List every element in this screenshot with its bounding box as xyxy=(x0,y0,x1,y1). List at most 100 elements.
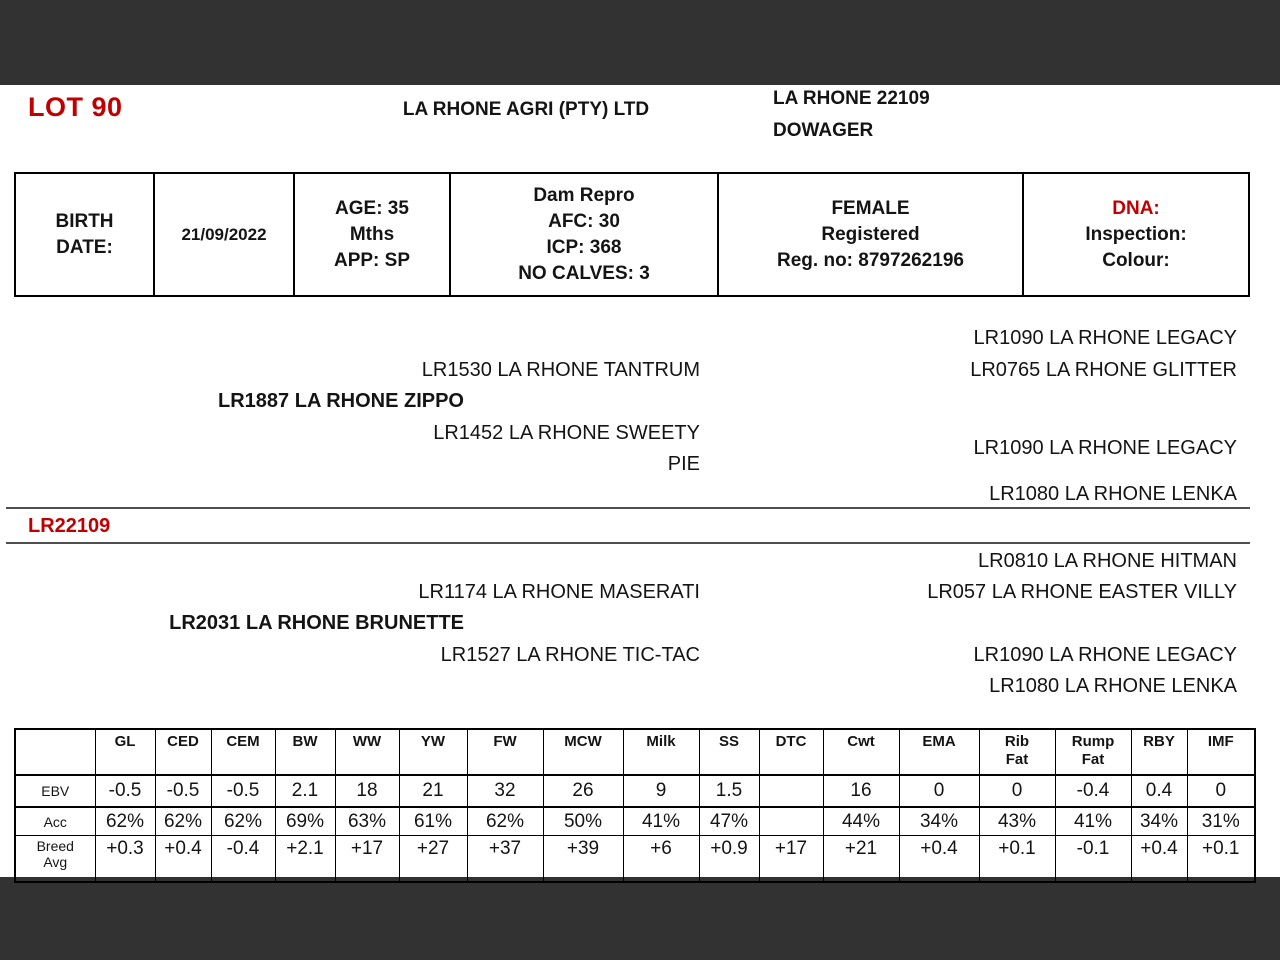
ebv-cell xyxy=(758,774,824,808)
age-line2: Mths xyxy=(349,223,395,245)
breed-avg-cell: +21 xyxy=(822,835,900,883)
pedigree-dam-sire: LR1174 LA RHONE MASERATI xyxy=(418,581,700,603)
ebv-values-row: EBV -0.5 -0.5 -0.5 2.1 18 21 32 26 9 1.5… xyxy=(14,774,1256,808)
breed-avg-cell: +37 xyxy=(466,835,544,883)
col-header-bw: BW xyxy=(274,728,336,776)
breed-avg-cell: +6 xyxy=(622,835,700,883)
ebv-cell: -0.5 xyxy=(154,774,212,808)
acc-cell: 62% xyxy=(466,806,544,836)
pedigree-dam-sire-dam: LR057 LA RHONE EASTER VILLY xyxy=(927,581,1237,603)
breed-avg-cell: -0.1 xyxy=(1054,835,1132,883)
ebv-cell: 18 xyxy=(334,774,400,808)
pedigree-sire: LR1887 LA RHONE ZIPPO xyxy=(218,390,464,412)
col-header-ema: EMA xyxy=(898,728,980,776)
breed-avg-cell: +0.4 xyxy=(154,835,212,883)
breed-avg-cell: +0.1 xyxy=(1186,835,1256,883)
breed-avg-cell: +0.4 xyxy=(1130,835,1188,883)
dam-repro-icp: ICP: 368 xyxy=(546,236,622,258)
top-letterbox-bar xyxy=(0,0,1280,85)
ebv-cell: 0 xyxy=(1186,774,1256,808)
ebv-cell: 16 xyxy=(822,774,900,808)
col-header-gl: GL xyxy=(94,728,156,776)
ebv-cell: 0 xyxy=(978,774,1056,808)
acc-cell: 69% xyxy=(274,806,336,836)
col-header-cwt: Cwt xyxy=(822,728,900,776)
acc-cell: 41% xyxy=(622,806,700,836)
colour-label: Colour: xyxy=(1102,249,1170,271)
pedigree-sire-dam-dam: LR1080 LA RHONE LENKA xyxy=(989,483,1237,505)
pedigree-dam-dam-sire: LR1090 LA RHONE LEGACY xyxy=(973,644,1237,666)
acc-cell: 34% xyxy=(898,806,980,836)
acc-cell: 62% xyxy=(210,806,276,836)
pedigree-dam-sire-sire: LR0810 LA RHONE HITMAN xyxy=(978,550,1237,572)
acc-cell xyxy=(758,806,824,836)
pedigree-sire-dam-line2: PIE xyxy=(667,453,700,475)
col-header-yw: YW xyxy=(398,728,468,776)
pedigree-dam-dam-dam: LR1080 LA RHONE LENKA xyxy=(989,675,1237,697)
info-table: BIRTH DATE: 21/09/2022 AGE: 35 Mths APP:… xyxy=(14,172,1250,297)
breed-avg-cell: +17 xyxy=(334,835,400,883)
col-header-ww: WW xyxy=(334,728,400,776)
col-header-rump-fat: Rump Fat xyxy=(1054,728,1132,776)
lot-number: LOT 90 xyxy=(28,92,123,122)
farm-name: LA RHONE AGRI (PTY) LTD xyxy=(402,99,650,120)
row-label-acc: Acc xyxy=(14,806,96,836)
dam-repro-calves: NO CALVES: 3 xyxy=(518,262,650,284)
breed-avg-cell: +0.3 xyxy=(94,835,156,883)
ebv-cell: -0.5 xyxy=(94,774,156,808)
inspection-label: Inspection: xyxy=(1085,223,1187,245)
pedigree-sire-sire: LR1530 LA RHONE TANTRUM xyxy=(421,359,700,381)
row-label-ebv: EBV xyxy=(14,774,96,808)
registration-cell: FEMALE Registered Reg. no: 8797262196 xyxy=(717,172,1024,297)
sex-value: FEMALE xyxy=(831,197,910,219)
ebv-table: GL CED CEM BW WW YW FW MCW Milk SS DTC C… xyxy=(14,728,1256,883)
acc-cell: 44% xyxy=(822,806,900,836)
subject-id: LR22109 xyxy=(28,515,111,537)
ebv-cell: 9 xyxy=(622,774,700,808)
row-label-breed-avg: Breed Avg xyxy=(14,835,96,883)
col-header-milk: Milk xyxy=(622,728,700,776)
ebv-cell: -0.5 xyxy=(210,774,276,808)
ebv-cell: 0.4 xyxy=(1130,774,1188,808)
age-cell: AGE: 35 Mths APP: SP xyxy=(293,172,451,297)
pedigree-sire-dam: LR1452 LA RHONE SWEETY PIE xyxy=(298,418,700,480)
bottom-letterbox-bar xyxy=(0,877,1280,960)
col-header-fw: FW xyxy=(466,728,544,776)
col-header-cem: CEM xyxy=(210,728,276,776)
breed-avg-cell: +2.1 xyxy=(274,835,336,883)
ebv-cell: 21 xyxy=(398,774,468,808)
pedigree-divider-top xyxy=(6,507,1250,509)
breed-avg-cell: +27 xyxy=(398,835,468,883)
dam-repro-title: Dam Repro xyxy=(533,184,635,206)
col-header-imf: IMF xyxy=(1186,728,1256,776)
pedigree-divider-bottom xyxy=(6,542,1250,544)
acc-cell: 34% xyxy=(1130,806,1188,836)
col-header-mcw: MCW xyxy=(542,728,624,776)
pedigree-sire-sire-sire: LR1090 LA RHONE LEGACY xyxy=(973,327,1237,349)
animal-title: LA RHONE 22109 DOWAGER xyxy=(773,83,930,147)
col-header-ss: SS xyxy=(698,728,760,776)
col-header-dtc: DTC xyxy=(758,728,824,776)
birth-date-label-cell: BIRTH DATE: xyxy=(14,172,155,297)
ebv-corner-cell xyxy=(14,728,96,776)
breed-avg-cell: +39 xyxy=(542,835,624,883)
breed-avg-cell: +17 xyxy=(758,835,824,883)
ebv-cell: 32 xyxy=(466,774,544,808)
age-line1: AGE: 35 xyxy=(335,197,409,219)
acc-cell: 50% xyxy=(542,806,624,836)
ebv-cell: -0.4 xyxy=(1054,774,1132,808)
pedigree-dam: LR2031 LA RHONE BRUNETTE xyxy=(169,612,464,634)
acc-cell: 47% xyxy=(698,806,760,836)
dam-repro-cell: Dam Repro AFC: 30 ICP: 368 NO CALVES: 3 xyxy=(449,172,719,297)
birth-date-value: 21/09/2022 xyxy=(181,224,267,244)
breed-avg-cell: +0.9 xyxy=(698,835,760,883)
col-header-ced: CED xyxy=(154,728,212,776)
breed-avg-row: Breed Avg +0.3 +0.4 -0.4 +2.1 +17 +27 +3… xyxy=(14,835,1256,883)
registered-status: Registered xyxy=(821,223,920,245)
birth-date-value-cell: 21/09/2022 xyxy=(153,172,295,297)
breed-avg-cell: -0.4 xyxy=(210,835,276,883)
ebv-cell: 26 xyxy=(542,774,624,808)
ebv-cell: 0 xyxy=(898,774,980,808)
breed-avg-cell: +0.1 xyxy=(978,835,1056,883)
